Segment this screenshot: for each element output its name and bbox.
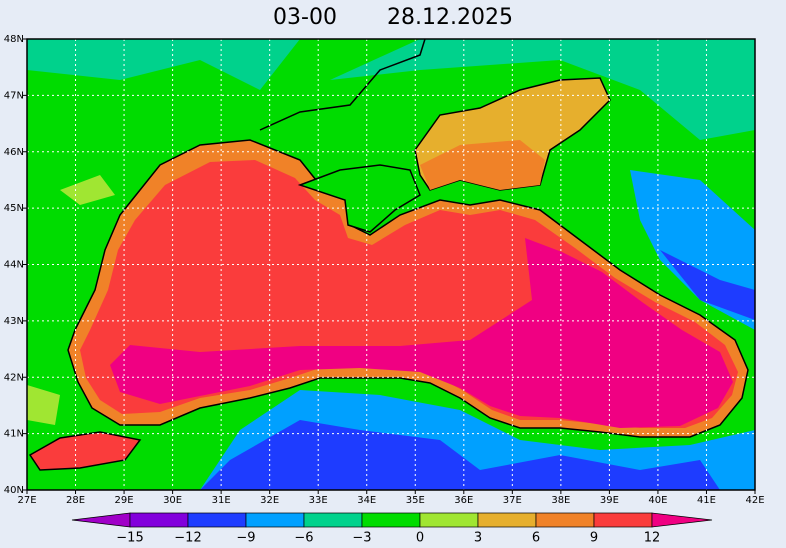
lat-label: 44N — [4, 260, 24, 271]
lon-label: 34E — [357, 495, 376, 506]
lon-label: 38E — [551, 495, 570, 506]
colorbar-segment — [303, 512, 363, 528]
lon-label: 42E — [745, 495, 764, 506]
colorbar: −15 −12 −9 −6 −3 0 3 6 9 12 — [71, 512, 713, 546]
lon-label: 40E — [648, 495, 667, 506]
lon-label: 32E — [260, 495, 279, 506]
lon-label: 29E — [115, 495, 134, 506]
colorbar-segment — [651, 512, 713, 528]
colorbar-segment — [71, 512, 131, 528]
colorbar-segment — [129, 512, 189, 528]
colorbar-label: −3 — [352, 531, 371, 546]
colorbar-segment — [535, 512, 595, 528]
lat-label: 43N — [4, 316, 24, 327]
lon-label: 27E — [17, 495, 36, 506]
date-label: 28.12.2025 — [387, 5, 513, 30]
colorbar-label: 6 — [532, 531, 540, 546]
colorbar-label: 0 — [416, 531, 424, 546]
lat-label: 40N — [4, 485, 24, 496]
lat-label: 46N — [4, 147, 24, 158]
graticule: 27E 28E 29E 30E 31E 32E 33E 34E 35E 36E 37E 38E 39E 4… — [4, 34, 765, 506]
lat-label: 45N — [4, 203, 24, 214]
colorbar-label: 9 — [590, 531, 598, 546]
map-field — [27, 39, 755, 490]
lon-label: 33E — [309, 495, 328, 506]
lat-label: 47N — [4, 90, 24, 101]
colorbar-segment — [187, 512, 247, 528]
lon-label: 36E — [454, 495, 473, 506]
lon-label: 41E — [697, 495, 716, 506]
colorbar-segment — [361, 512, 421, 528]
colorbar-label: −6 — [294, 531, 313, 546]
lon-label: 31E — [212, 495, 231, 506]
colorbar-label: −15 — [116, 531, 143, 546]
map-frame — [26, 38, 756, 491]
lon-label: 35E — [406, 495, 425, 506]
colorbar-label: 3 — [474, 531, 482, 546]
colorbar-segment — [245, 512, 305, 528]
lon-label: 28E — [66, 495, 85, 506]
colorbar-segment — [593, 512, 653, 528]
lat-label: 42N — [4, 372, 24, 383]
time-label: 03-00 — [273, 5, 337, 30]
lat-label: 41N — [4, 429, 24, 440]
colorbar-segment — [419, 512, 479, 528]
lon-label: 30E — [163, 495, 182, 506]
colorbar-label: −12 — [174, 531, 201, 546]
lon-label: 37E — [503, 495, 522, 506]
colorbar-segment — [477, 512, 537, 528]
colorbar-label: 12 — [644, 531, 661, 546]
lon-label: 39E — [600, 495, 619, 506]
lat-label: 48N — [4, 34, 24, 45]
colorbar-label: −9 — [236, 531, 255, 546]
